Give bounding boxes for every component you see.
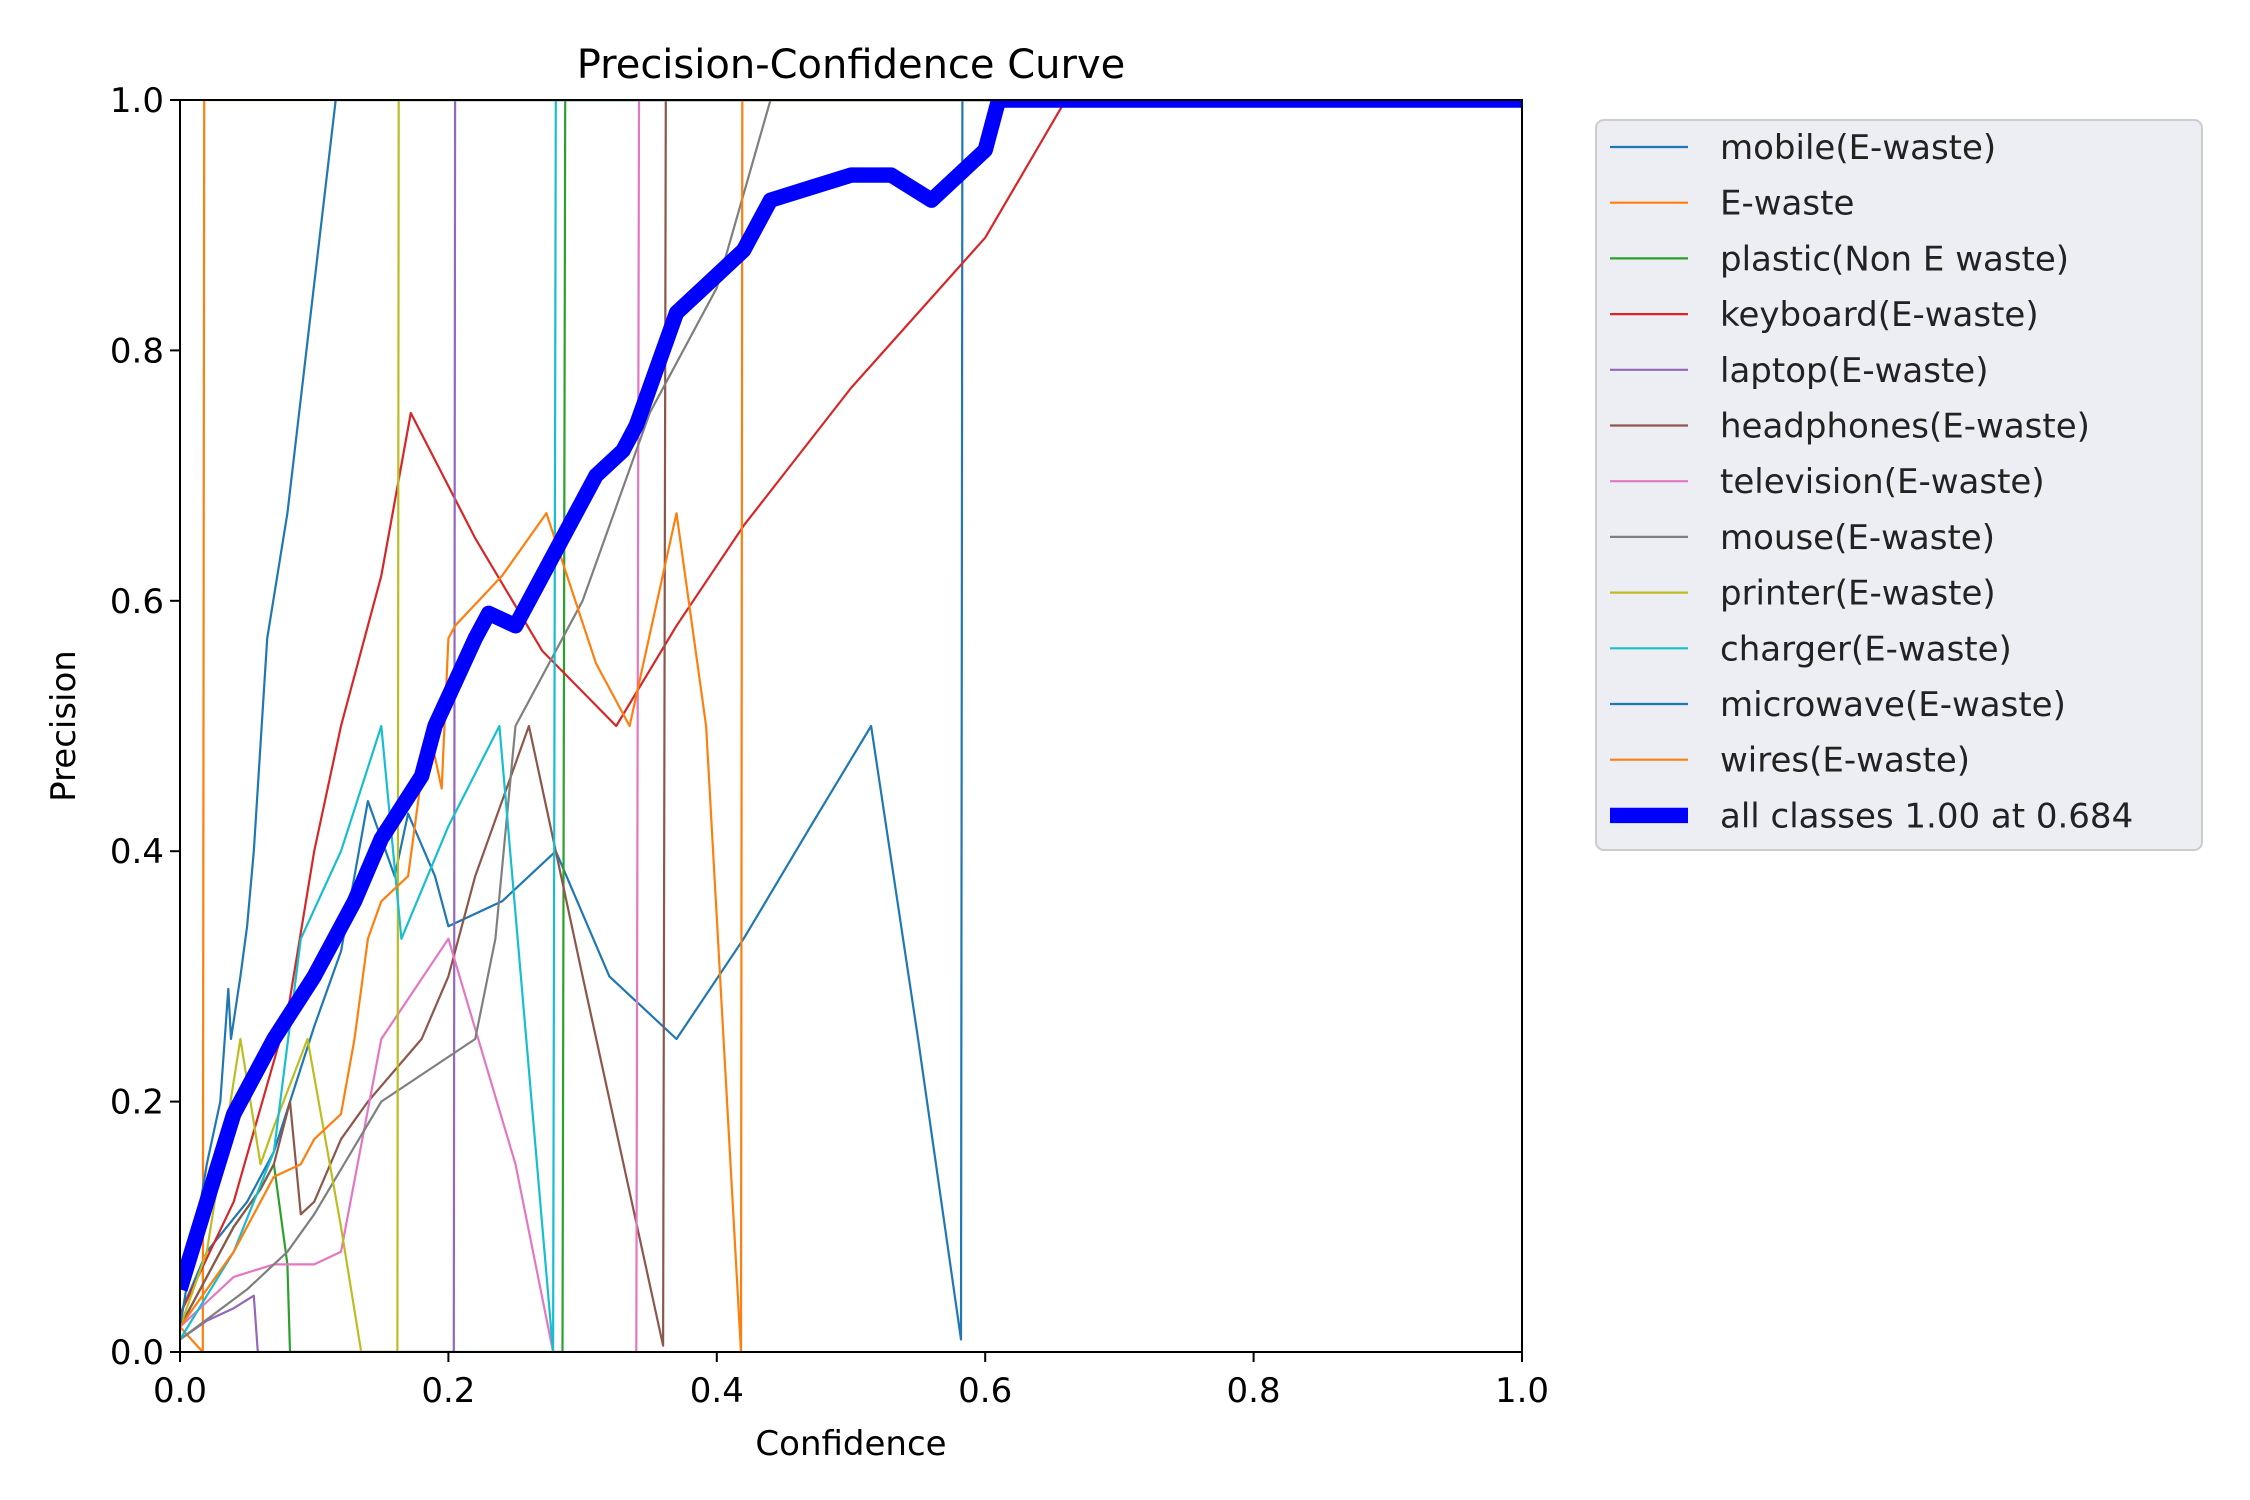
- series-line-3: [180, 100, 1522, 1315]
- series-line-7: [180, 100, 1522, 1341]
- series-line-10: [180, 100, 1522, 1328]
- y-tick-label: 0.8: [110, 331, 164, 371]
- series-line-1: [180, 100, 1522, 1352]
- legend-entry: all classes 1.00 at 0.684: [1720, 796, 2133, 836]
- legend-entry: microwave(E-waste): [1720, 685, 2066, 725]
- y-tick-label: 0.2: [110, 1083, 164, 1123]
- series-line-11: [180, 100, 1522, 1352]
- y-tick-label: 0.6: [110, 582, 164, 622]
- legend-entry: E-waste: [1720, 184, 1854, 224]
- legend-entry: charger(E-waste): [1720, 629, 2012, 669]
- legend-entry: mouse(E-waste): [1720, 518, 1995, 558]
- series-layer: [180, 100, 1522, 1352]
- legend-entry: printer(E-waste): [1720, 574, 1996, 614]
- x-tick-label: 0.2: [421, 1371, 475, 1411]
- legend-entry: plastic(Non E waste): [1720, 239, 2069, 279]
- legend-entry: mobile(E-waste): [1720, 128, 1996, 168]
- series-line-12: [180, 100, 1522, 1292]
- x-tick-label: 1.0: [1495, 1371, 1549, 1411]
- x-tick-label: 0.8: [1227, 1371, 1281, 1411]
- chart-title: Precision-Confidence Curve: [577, 42, 1126, 88]
- y-axis: 0.0 0.2 0.4 0.6 0.8 1.0: [110, 81, 180, 1373]
- series-line-6: [180, 100, 1522, 1352]
- y-axis-label: Precision: [44, 650, 84, 802]
- x-tick-label: 0.6: [958, 1371, 1012, 1411]
- x-tick-label: 0.0: [153, 1371, 207, 1411]
- legend-box: [1595, 119, 2203, 851]
- x-tick-label: 0.4: [690, 1371, 744, 1411]
- legend-entry: television(E-waste): [1720, 462, 2045, 502]
- y-tick-label: 1.0: [110, 81, 164, 121]
- legend-entry: wires(E-waste): [1720, 741, 1970, 781]
- series-line-0: [180, 100, 1522, 1341]
- legend-entry: headphones(E-waste): [1720, 407, 2090, 447]
- x-axis-label: Confidence: [755, 1424, 946, 1464]
- series-line-4: [180, 100, 1522, 1352]
- x-axis: 0.0 0.2 0.4 0.6 0.8 1.0: [153, 1352, 1549, 1411]
- legend-entry: laptop(E-waste): [1720, 351, 1988, 391]
- legend: mobile(E-waste) E-waste plastic(Non E wast…: [1595, 119, 2203, 851]
- legend-entry: keyboard(E-waste): [1720, 295, 2039, 335]
- series-line-5: [180, 100, 1522, 1347]
- y-tick-label: 0.0: [110, 1333, 164, 1373]
- plot-frame: [179, 99, 1523, 1353]
- y-tick-label: 0.4: [110, 832, 164, 872]
